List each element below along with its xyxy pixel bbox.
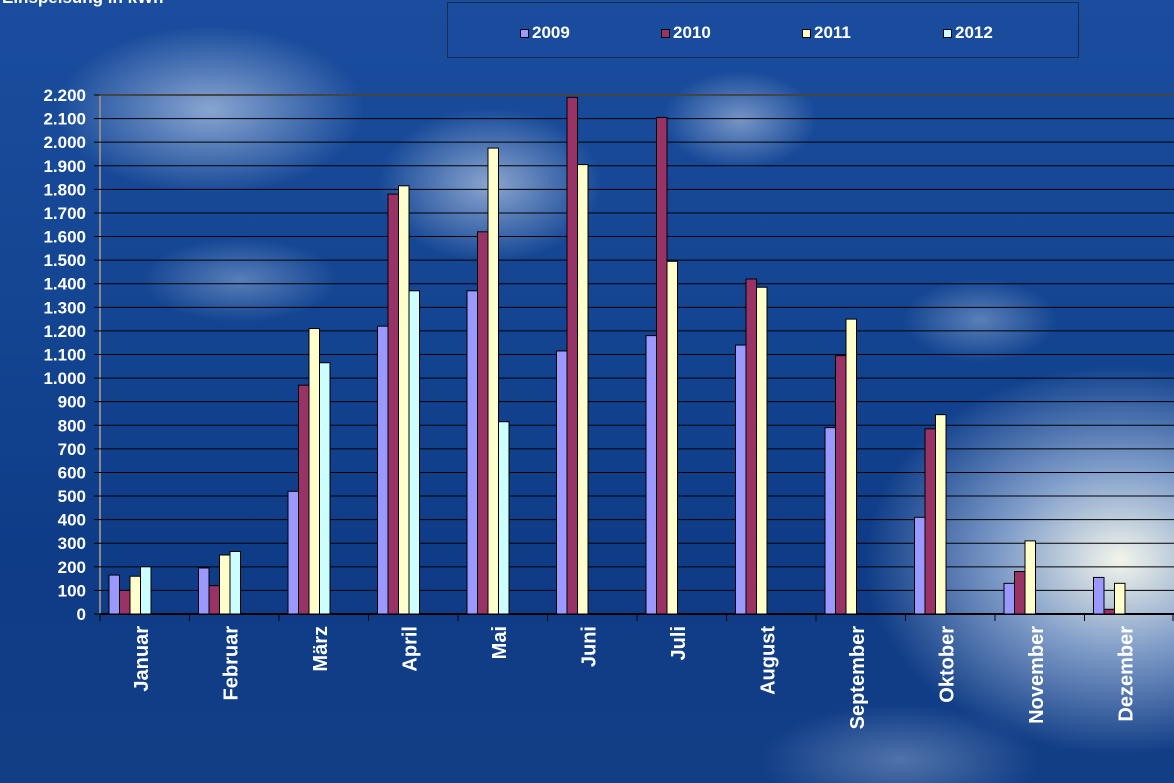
x-tick-label: Januar — [131, 626, 153, 692]
legend-swatch — [943, 28, 952, 38]
legend-item-2010: 2010 — [661, 23, 711, 43]
legend-swatch — [661, 28, 670, 38]
legend-label: 2010 — [673, 23, 711, 42]
bar-2011-juli — [666, 260, 678, 615]
y-tick-label: 1.800 — [43, 180, 86, 199]
bar-2010-februar — [208, 585, 220, 615]
y-tick-label: 700 — [58, 440, 86, 459]
bar-2012-april — [408, 290, 420, 615]
y-tick-label: 300 — [58, 534, 86, 553]
bar-2011-september — [845, 318, 857, 615]
x-tick-label: Mai — [489, 626, 511, 659]
legend-item-2012: 2012 — [943, 23, 993, 43]
legend-item-2009: 2009 — [520, 23, 570, 43]
bar-2011-mai — [487, 147, 499, 615]
bar-2009-november — [1003, 582, 1015, 615]
y-tick-label: 1.400 — [43, 275, 86, 294]
y-tick-label: 1.900 — [43, 157, 86, 176]
bar-2012-januar — [140, 566, 152, 615]
bar-2011-januar — [129, 575, 141, 615]
legend-item-2011: 2011 — [802, 23, 851, 43]
bar-2009-juni — [556, 350, 568, 615]
chart-title: Einspeisung in kWh — [2, 0, 164, 8]
y-tick-label: 1.700 — [43, 204, 86, 223]
y-tick-label: 1.000 — [43, 369, 86, 388]
bar-2011-februar — [219, 554, 231, 615]
y-tick-label: 100 — [58, 581, 86, 600]
bar-2011-oktober — [935, 414, 947, 615]
x-tick-label: April — [399, 626, 421, 672]
y-tick-label: 900 — [58, 393, 86, 412]
y-tick-label: 1.500 — [43, 251, 86, 270]
legend: 2009 2010 2011 2012 — [447, 2, 1079, 58]
bar-2012-märz — [319, 362, 331, 615]
bar-2009-august — [735, 344, 747, 615]
bar-2010-juni — [566, 96, 578, 615]
x-tick-label: März — [310, 626, 332, 672]
y-tick-label: 1.600 — [43, 228, 86, 247]
y-tick-label: 1.100 — [43, 346, 86, 365]
legend-label: 2011 — [814, 23, 851, 42]
bar-2010-juli — [656, 116, 668, 615]
bar-2010-november — [1014, 571, 1026, 615]
x-tick-label: August — [757, 626, 779, 695]
bar-2010-dezember — [1103, 608, 1115, 615]
y-tick-label: 2.100 — [43, 110, 86, 129]
bar-2009-april — [377, 325, 389, 615]
legend-label: 2009 — [532, 23, 570, 42]
bar-2011-märz — [308, 328, 320, 615]
legend-swatch — [520, 28, 529, 38]
bar-2011-april — [398, 185, 410, 615]
bar-2010-april — [387, 193, 399, 615]
bar-2012-februar — [229, 550, 241, 615]
x-tick-label: November — [1026, 626, 1048, 724]
bar-2009-februar — [198, 567, 210, 615]
legend-swatch — [802, 28, 811, 38]
bar-2011-august — [756, 286, 768, 615]
x-tick-label: Oktober — [936, 626, 958, 703]
bar-2010-mai — [477, 231, 489, 615]
y-tick-label: 800 — [58, 416, 86, 435]
bar-2009-mai — [466, 290, 478, 615]
bar-2010-januar — [119, 589, 131, 615]
y-tick-label: 600 — [58, 463, 86, 482]
bar-2009-januar — [108, 574, 120, 615]
bar-2010-märz — [298, 384, 310, 615]
y-tick-label: 400 — [58, 511, 86, 530]
bar-2012-mai — [498, 421, 510, 615]
bar-2009-dezember — [1093, 576, 1105, 615]
y-tick-label: 200 — [58, 558, 86, 577]
bar-2009-märz — [287, 490, 299, 615]
bar-2011-juni — [577, 164, 589, 615]
legend-label: 2012 — [955, 23, 993, 42]
x-tick-label: September — [847, 626, 869, 730]
bar-2010-september — [835, 355, 847, 615]
y-tick-label: 500 — [58, 487, 86, 506]
bar-2011-dezember — [1114, 582, 1126, 615]
bar-2011-november — [1024, 540, 1036, 615]
y-tick-label: 2.200 — [43, 86, 86, 105]
x-tick-label: Juli — [668, 626, 690, 660]
y-tick-label: 1.200 — [43, 322, 86, 341]
bar-2010-oktober — [924, 428, 936, 615]
bar-2009-oktober — [914, 516, 926, 615]
y-tick-label: 2.000 — [43, 133, 86, 152]
bar-2009-juli — [645, 335, 657, 615]
y-tick-label: 1.300 — [43, 298, 86, 317]
bar-2010-august — [745, 278, 757, 615]
x-tick-label: Juni — [578, 626, 600, 667]
y-tick-label: 0 — [77, 605, 86, 624]
x-tick-label: Dezember — [1115, 626, 1137, 722]
x-tick-label: Februar — [220, 626, 242, 701]
bar-2009-september — [824, 427, 836, 615]
